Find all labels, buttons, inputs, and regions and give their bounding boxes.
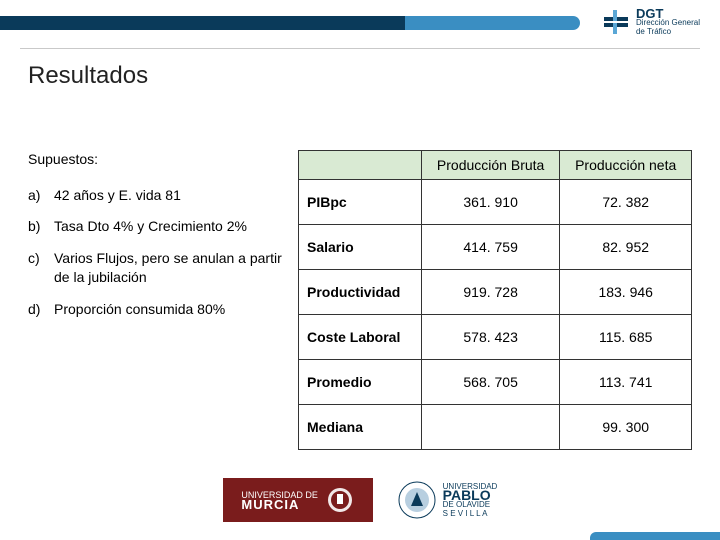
results-table: Producción Bruta Producción neta PIBpc 3… bbox=[298, 150, 692, 450]
row-label: Productividad bbox=[299, 270, 422, 315]
assumption-item: d) Proporción consumida 80% bbox=[28, 300, 288, 320]
cell-bruta: 361. 910 bbox=[421, 180, 560, 225]
row-label: Salario bbox=[299, 225, 422, 270]
cell-bruta bbox=[421, 405, 560, 450]
content-area: Supuestos: a) 42 años y E. vida 81 b) Ta… bbox=[28, 150, 692, 450]
table-row: Salario 414. 759 82. 952 bbox=[299, 225, 692, 270]
table-header-bruta: Producción Bruta bbox=[421, 151, 560, 180]
assumption-text: Varios Flujos, pero se anulan a partir d… bbox=[54, 249, 288, 288]
table-header-row: Producción Bruta Producción neta bbox=[299, 151, 692, 180]
table-row: Promedio 568. 705 113. 741 bbox=[299, 360, 692, 405]
table-row: Productividad 919. 728 183. 946 bbox=[299, 270, 692, 315]
assumption-marker: c) bbox=[28, 249, 46, 288]
assumption-item: b) Tasa Dto 4% y Crecimiento 2% bbox=[28, 217, 288, 237]
murcia-line2: MURCIA bbox=[241, 500, 318, 510]
row-label: PIBpc bbox=[299, 180, 422, 225]
cell-bruta: 414. 759 bbox=[421, 225, 560, 270]
footer-logos: UNIVERSIDAD DE MURCIA UNIVERSIDAD PABLO … bbox=[0, 478, 720, 522]
cell-neta: 183. 946 bbox=[560, 270, 692, 315]
assumption-text: 42 años y E. vida 81 bbox=[54, 186, 288, 206]
top-banner: DGT Dirección General de Tráfico bbox=[0, 10, 720, 36]
dgt-logo: DGT Dirección General de Tráfico bbox=[602, 8, 700, 36]
assumption-marker: d) bbox=[28, 300, 46, 320]
dgt-abbrev: DGT bbox=[636, 9, 700, 18]
assumption-text: Tasa Dto 4% y Crecimiento 2% bbox=[54, 217, 288, 237]
row-label: Promedio bbox=[299, 360, 422, 405]
cell-neta: 113. 741 bbox=[560, 360, 692, 405]
table-header-neta: Producción neta bbox=[560, 151, 692, 180]
logo-universidad-murcia: UNIVERSIDAD DE MURCIA bbox=[223, 478, 373, 522]
dgt-line2: de Tráfico bbox=[636, 27, 700, 36]
assumption-item: a) 42 años y E. vida 81 bbox=[28, 186, 288, 206]
olavide-main: PABLO bbox=[443, 491, 498, 500]
assumption-item: c) Varios Flujos, pero se anulan a parti… bbox=[28, 249, 288, 288]
assumptions-block: Supuestos: a) 42 años y E. vida 81 b) Ta… bbox=[28, 150, 288, 450]
cell-bruta: 919. 728 bbox=[421, 270, 560, 315]
dgt-logo-icon bbox=[602, 8, 630, 36]
murcia-crest-icon bbox=[326, 486, 354, 514]
banner-bar-light bbox=[405, 16, 580, 30]
assumptions-heading: Supuestos: bbox=[28, 150, 288, 170]
horizontal-rule bbox=[20, 48, 700, 49]
cell-neta: 82. 952 bbox=[560, 225, 692, 270]
page-title: Resultados bbox=[28, 62, 148, 90]
cell-bruta: 568. 705 bbox=[421, 360, 560, 405]
cell-neta: 115. 685 bbox=[560, 315, 692, 360]
olavide-crest-icon bbox=[397, 480, 437, 520]
bottom-accent-bar bbox=[590, 532, 720, 540]
banner-bar-dark bbox=[0, 16, 405, 30]
assumption-marker: a) bbox=[28, 186, 46, 206]
olavide-sub: DE OLAVIDE bbox=[443, 500, 498, 509]
table-row: Coste Laboral 578. 423 115. 685 bbox=[299, 315, 692, 360]
cell-bruta: 578. 423 bbox=[421, 315, 560, 360]
murcia-text: UNIVERSIDAD DE MURCIA bbox=[241, 490, 318, 510]
cell-neta: 72. 382 bbox=[560, 180, 692, 225]
assumption-text: Proporción consumida 80% bbox=[54, 300, 288, 320]
cell-neta: 99. 300 bbox=[560, 405, 692, 450]
table-header-blank bbox=[299, 151, 422, 180]
dgt-logo-text: DGT Dirección General de Tráfico bbox=[636, 9, 700, 36]
assumption-marker: b) bbox=[28, 217, 46, 237]
slide-root: DGT Dirección General de Tráfico Resulta… bbox=[0, 0, 720, 540]
dgt-line1: Dirección General bbox=[636, 18, 700, 27]
olavide-city: S E V I L L A bbox=[443, 509, 498, 518]
table-row-median: Mediana 99. 300 bbox=[299, 405, 692, 450]
row-label: Coste Laboral bbox=[299, 315, 422, 360]
logo-universidad-olavide: UNIVERSIDAD PABLO DE OLAVIDE S E V I L L… bbox=[397, 480, 498, 520]
assumptions-list: a) 42 años y E. vida 81 b) Tasa Dto 4% y… bbox=[28, 186, 288, 320]
olavide-text: UNIVERSIDAD PABLO DE OLAVIDE S E V I L L… bbox=[443, 482, 498, 518]
row-label: Mediana bbox=[299, 405, 422, 450]
table-row: PIBpc 361. 910 72. 382 bbox=[299, 180, 692, 225]
